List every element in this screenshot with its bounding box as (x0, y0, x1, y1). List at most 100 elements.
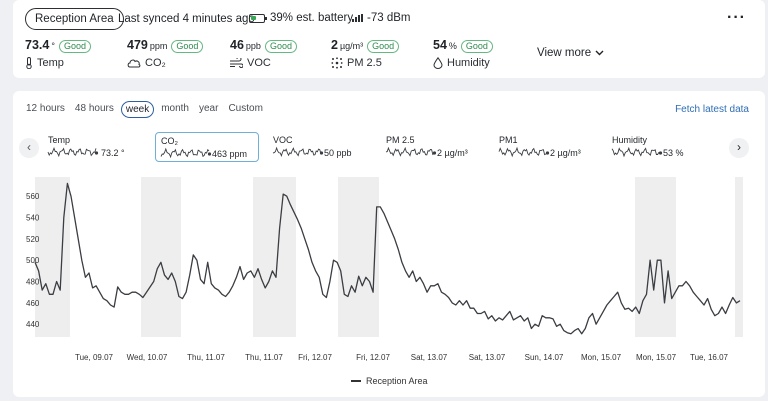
series-line (34, 182, 741, 335)
summary-card: Reception Area Last synced 4 minutes ago… (13, 0, 765, 78)
y-tick-label: 500 (26, 256, 40, 265)
x-tick-label: Sat, 13.07 (469, 353, 506, 362)
signal-status: -73 dBm (352, 12, 410, 24)
x-tick-label: Thu, 11.07 (245, 353, 283, 362)
tab-week[interactable]: week (120, 101, 155, 118)
shaded-band (635, 177, 676, 337)
sensor-value: 73.2 ° (101, 148, 125, 158)
shaded-band (338, 177, 379, 337)
status-badge: Good (264, 40, 297, 53)
x-tick-label: Mon, 15.07 (636, 353, 677, 362)
signal-text: -73 dBm (367, 12, 411, 24)
shaded-band (735, 177, 743, 337)
metric-humidity[interactable]: 54% Good Humidity (433, 38, 493, 69)
metric-value: 479 (127, 38, 148, 52)
metric-label: CO₂ (145, 57, 166, 69)
status-badge: Good (367, 40, 400, 53)
sensor-tab-humidity[interactable]: Humidity 53 % (607, 132, 711, 162)
metric-value: 73.4 (25, 38, 50, 52)
battery-level (251, 15, 257, 20)
tab-custom[interactable]: Custom (228, 103, 263, 114)
particles-icon (331, 57, 343, 69)
shaded-band (253, 177, 296, 337)
chart-card: 12 hours 48 hours week month year Custom… (13, 91, 765, 397)
sensor-name: Temp (48, 135, 71, 145)
sensor-value: 463 ppm (212, 149, 248, 159)
sensor-tab-temp[interactable]: Temp 73.2 ° (43, 132, 147, 162)
sparkline-icon (611, 146, 663, 158)
x-tick-label: Tue, 09.07 (75, 353, 114, 362)
metric-label: Temp (37, 57, 64, 69)
metric-temp[interactable]: 73.4 ° Good Temp (25, 38, 91, 69)
x-tick-label: Thu, 11.07 (187, 353, 225, 362)
sensor-value: 50 ppb (324, 148, 352, 158)
metric-value: 2 (331, 38, 338, 52)
status-badge: Good (460, 40, 493, 53)
metric-value: 54 (433, 38, 447, 52)
chevron-left-icon[interactable]: ‹ (19, 138, 39, 158)
range-tabs: 12 hours 48 hours week month year Custom (23, 101, 266, 118)
y-tick-label: 520 (26, 235, 40, 244)
y-tick-label: 440 (26, 320, 40, 329)
x-tick-label: Sun, 14.07 (525, 353, 564, 362)
wind-icon (230, 58, 243, 68)
chart-legend: Reception Area (351, 376, 428, 386)
battery-icon (249, 13, 267, 23)
sparkline-icon (498, 146, 550, 158)
sensor-value: 2 µg/m³ (550, 148, 581, 158)
metric-co2[interactable]: 479 ppm Good CO₂ (127, 38, 204, 69)
sensor-tab-co2[interactable]: CO₂ 463 ppm (155, 132, 259, 162)
x-tick-label: Fri, 12.07 (298, 353, 332, 362)
cloud-icon (127, 59, 141, 68)
view-more-button[interactable]: View more (537, 47, 604, 59)
metric-label: Humidity (447, 57, 490, 69)
battery-status: 39% est. battery (249, 12, 353, 24)
metric-voc[interactable]: 46 ppb Good VOC (230, 38, 297, 69)
sensor-name: Humidity (612, 135, 648, 145)
signal-icon (352, 14, 363, 22)
co2-line-chart: 560 540 520 500 480 460 440 Tue, 09.07 Wed, 10.0… (26, 177, 743, 362)
location-selector[interactable]: Reception Area (25, 8, 124, 30)
view-more-label: View more (537, 47, 592, 59)
sensor-name: PM1 (499, 135, 518, 145)
shaded-band (141, 177, 181, 337)
tab-month[interactable]: month (161, 103, 189, 114)
metric-label: VOC (247, 57, 271, 69)
y-tick-label: 460 (26, 299, 40, 308)
sensor-tab-pm1[interactable]: PM1 2 µg/m³ (494, 132, 598, 162)
tab-year[interactable]: year (199, 103, 219, 114)
metric-unit: ° (51, 41, 55, 51)
fetch-latest-button[interactable]: Fetch latest data (675, 104, 749, 115)
metric-value: 46 (230, 38, 244, 52)
sparkline-icon (272, 146, 324, 157)
sparkline-icon (385, 146, 437, 157)
status-badge: Good (58, 40, 91, 53)
shaded-band (35, 177, 70, 337)
sensor-value: 2 µg/m³ (437, 148, 468, 158)
legend-label: Reception Area (366, 376, 428, 386)
sparkline-icon (160, 147, 212, 159)
sensor-name: VOC (273, 135, 293, 145)
metric-pm25[interactable]: 2 µg/m³ Good PM 2.5 (331, 38, 400, 69)
metric-unit: ppb (245, 41, 261, 51)
x-tick-label: Wed, 10.07 (127, 353, 168, 362)
chevron-right-icon[interactable]: › (729, 138, 749, 158)
tab-48-hours[interactable]: 48 hours (74, 103, 114, 114)
x-tick-label: Sat, 13.07 (411, 353, 448, 362)
sensor-name: PM 2.5 (386, 135, 415, 145)
x-tick-label: Mon, 15.07 (581, 353, 622, 362)
sparkline-icon (47, 146, 99, 158)
sensor-tab-pm25[interactable]: PM 2.5 2 µg/m³ (381, 132, 485, 162)
legend-swatch (351, 380, 361, 382)
status-badge: Good (171, 40, 204, 53)
sync-status: Last synced 4 minutes ago (118, 13, 255, 25)
sensor-tab-voc[interactable]: VOC 50 ppb (268, 132, 372, 162)
y-tick-label: 560 (26, 192, 40, 201)
metric-unit: µg/m³ (339, 41, 364, 51)
metric-label: PM 2.5 (347, 57, 382, 69)
sensor-value: 53 % (663, 148, 684, 158)
kebab-menu-icon[interactable]: ··· (727, 9, 746, 26)
droplet-icon (433, 57, 443, 69)
metric-unit: % (448, 41, 457, 51)
tab-12-hours[interactable]: 12 hours (26, 103, 65, 114)
